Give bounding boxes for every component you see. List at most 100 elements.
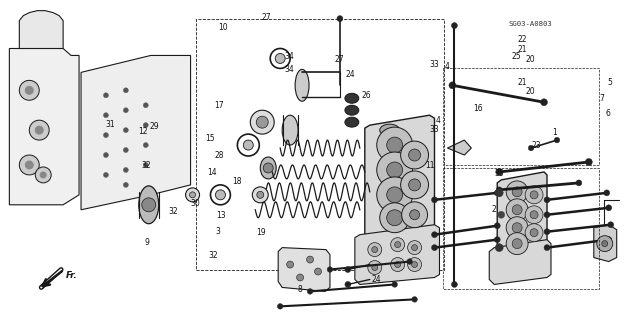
Circle shape (124, 88, 129, 93)
Circle shape (124, 148, 129, 152)
Circle shape (387, 187, 403, 203)
Circle shape (608, 222, 614, 228)
Circle shape (544, 229, 550, 235)
Text: 4: 4 (435, 116, 440, 125)
Text: 33: 33 (430, 125, 440, 134)
Circle shape (525, 206, 543, 224)
Circle shape (401, 141, 429, 169)
Circle shape (408, 257, 422, 271)
Text: 16: 16 (473, 104, 483, 113)
Circle shape (544, 245, 550, 251)
Circle shape (395, 262, 401, 268)
Circle shape (407, 259, 412, 264)
Text: 9: 9 (144, 238, 149, 247)
Circle shape (506, 233, 528, 255)
Circle shape (387, 162, 403, 178)
Text: 15: 15 (205, 134, 215, 143)
Circle shape (250, 110, 274, 134)
Circle shape (431, 197, 438, 203)
Text: 17: 17 (214, 101, 224, 110)
Text: 20: 20 (525, 55, 535, 64)
Text: Fr.: Fr. (66, 271, 78, 280)
Text: 11: 11 (425, 161, 435, 170)
Circle shape (368, 261, 381, 274)
Text: 29: 29 (150, 122, 159, 131)
Circle shape (506, 181, 528, 203)
Circle shape (124, 167, 129, 173)
Polygon shape (355, 225, 440, 285)
Circle shape (408, 179, 420, 191)
Circle shape (26, 161, 33, 169)
Circle shape (544, 197, 550, 203)
Circle shape (530, 211, 538, 219)
Circle shape (530, 229, 538, 237)
Text: 20: 20 (525, 87, 535, 96)
Circle shape (495, 244, 503, 252)
Circle shape (596, 236, 612, 252)
Text: 7: 7 (599, 94, 604, 103)
Circle shape (372, 247, 378, 253)
Circle shape (243, 140, 253, 150)
Circle shape (512, 187, 522, 197)
Text: 24: 24 (346, 70, 355, 79)
Circle shape (410, 210, 420, 220)
Text: 26: 26 (361, 91, 371, 100)
Circle shape (506, 217, 528, 239)
Circle shape (449, 82, 456, 89)
Text: 10: 10 (218, 23, 228, 32)
Text: 33: 33 (430, 60, 440, 69)
Circle shape (494, 223, 500, 229)
Ellipse shape (295, 70, 309, 101)
Circle shape (512, 239, 522, 249)
Text: 13: 13 (216, 211, 226, 219)
Circle shape (496, 168, 502, 175)
Circle shape (498, 211, 505, 218)
Circle shape (377, 152, 413, 188)
Circle shape (124, 108, 129, 113)
Circle shape (451, 23, 458, 29)
Ellipse shape (345, 105, 359, 115)
Ellipse shape (345, 117, 359, 127)
Circle shape (287, 261, 294, 268)
Circle shape (512, 205, 522, 215)
Text: 4: 4 (445, 62, 450, 71)
Circle shape (307, 289, 313, 294)
Circle shape (602, 241, 608, 247)
Circle shape (104, 133, 108, 137)
Ellipse shape (380, 124, 399, 136)
Text: 24: 24 (371, 275, 381, 284)
Circle shape (431, 232, 438, 238)
Circle shape (142, 198, 156, 212)
Text: 6: 6 (605, 109, 611, 118)
Circle shape (544, 212, 550, 218)
Polygon shape (81, 56, 191, 210)
Circle shape (143, 123, 148, 128)
Text: 30: 30 (191, 199, 200, 208)
Circle shape (541, 99, 547, 106)
Circle shape (512, 223, 522, 233)
Text: 35: 35 (495, 169, 504, 178)
Text: 27: 27 (261, 13, 271, 22)
Circle shape (216, 190, 225, 200)
Circle shape (345, 281, 351, 287)
Circle shape (372, 264, 378, 271)
Circle shape (495, 189, 503, 197)
Circle shape (390, 257, 404, 271)
Circle shape (104, 93, 108, 98)
Text: 32: 32 (208, 251, 218, 260)
Text: 8: 8 (297, 285, 302, 293)
Text: SG03-A0803: SG03-A0803 (508, 20, 552, 26)
Bar (196, 19, 444, 270)
Circle shape (387, 210, 403, 226)
Circle shape (576, 180, 582, 186)
Circle shape (104, 113, 108, 118)
Circle shape (368, 243, 381, 256)
Text: 31: 31 (105, 120, 115, 129)
Circle shape (275, 54, 285, 63)
Circle shape (392, 282, 397, 287)
Circle shape (19, 80, 39, 100)
Circle shape (605, 237, 612, 243)
Circle shape (494, 237, 500, 243)
Circle shape (314, 268, 321, 275)
Circle shape (586, 159, 592, 166)
